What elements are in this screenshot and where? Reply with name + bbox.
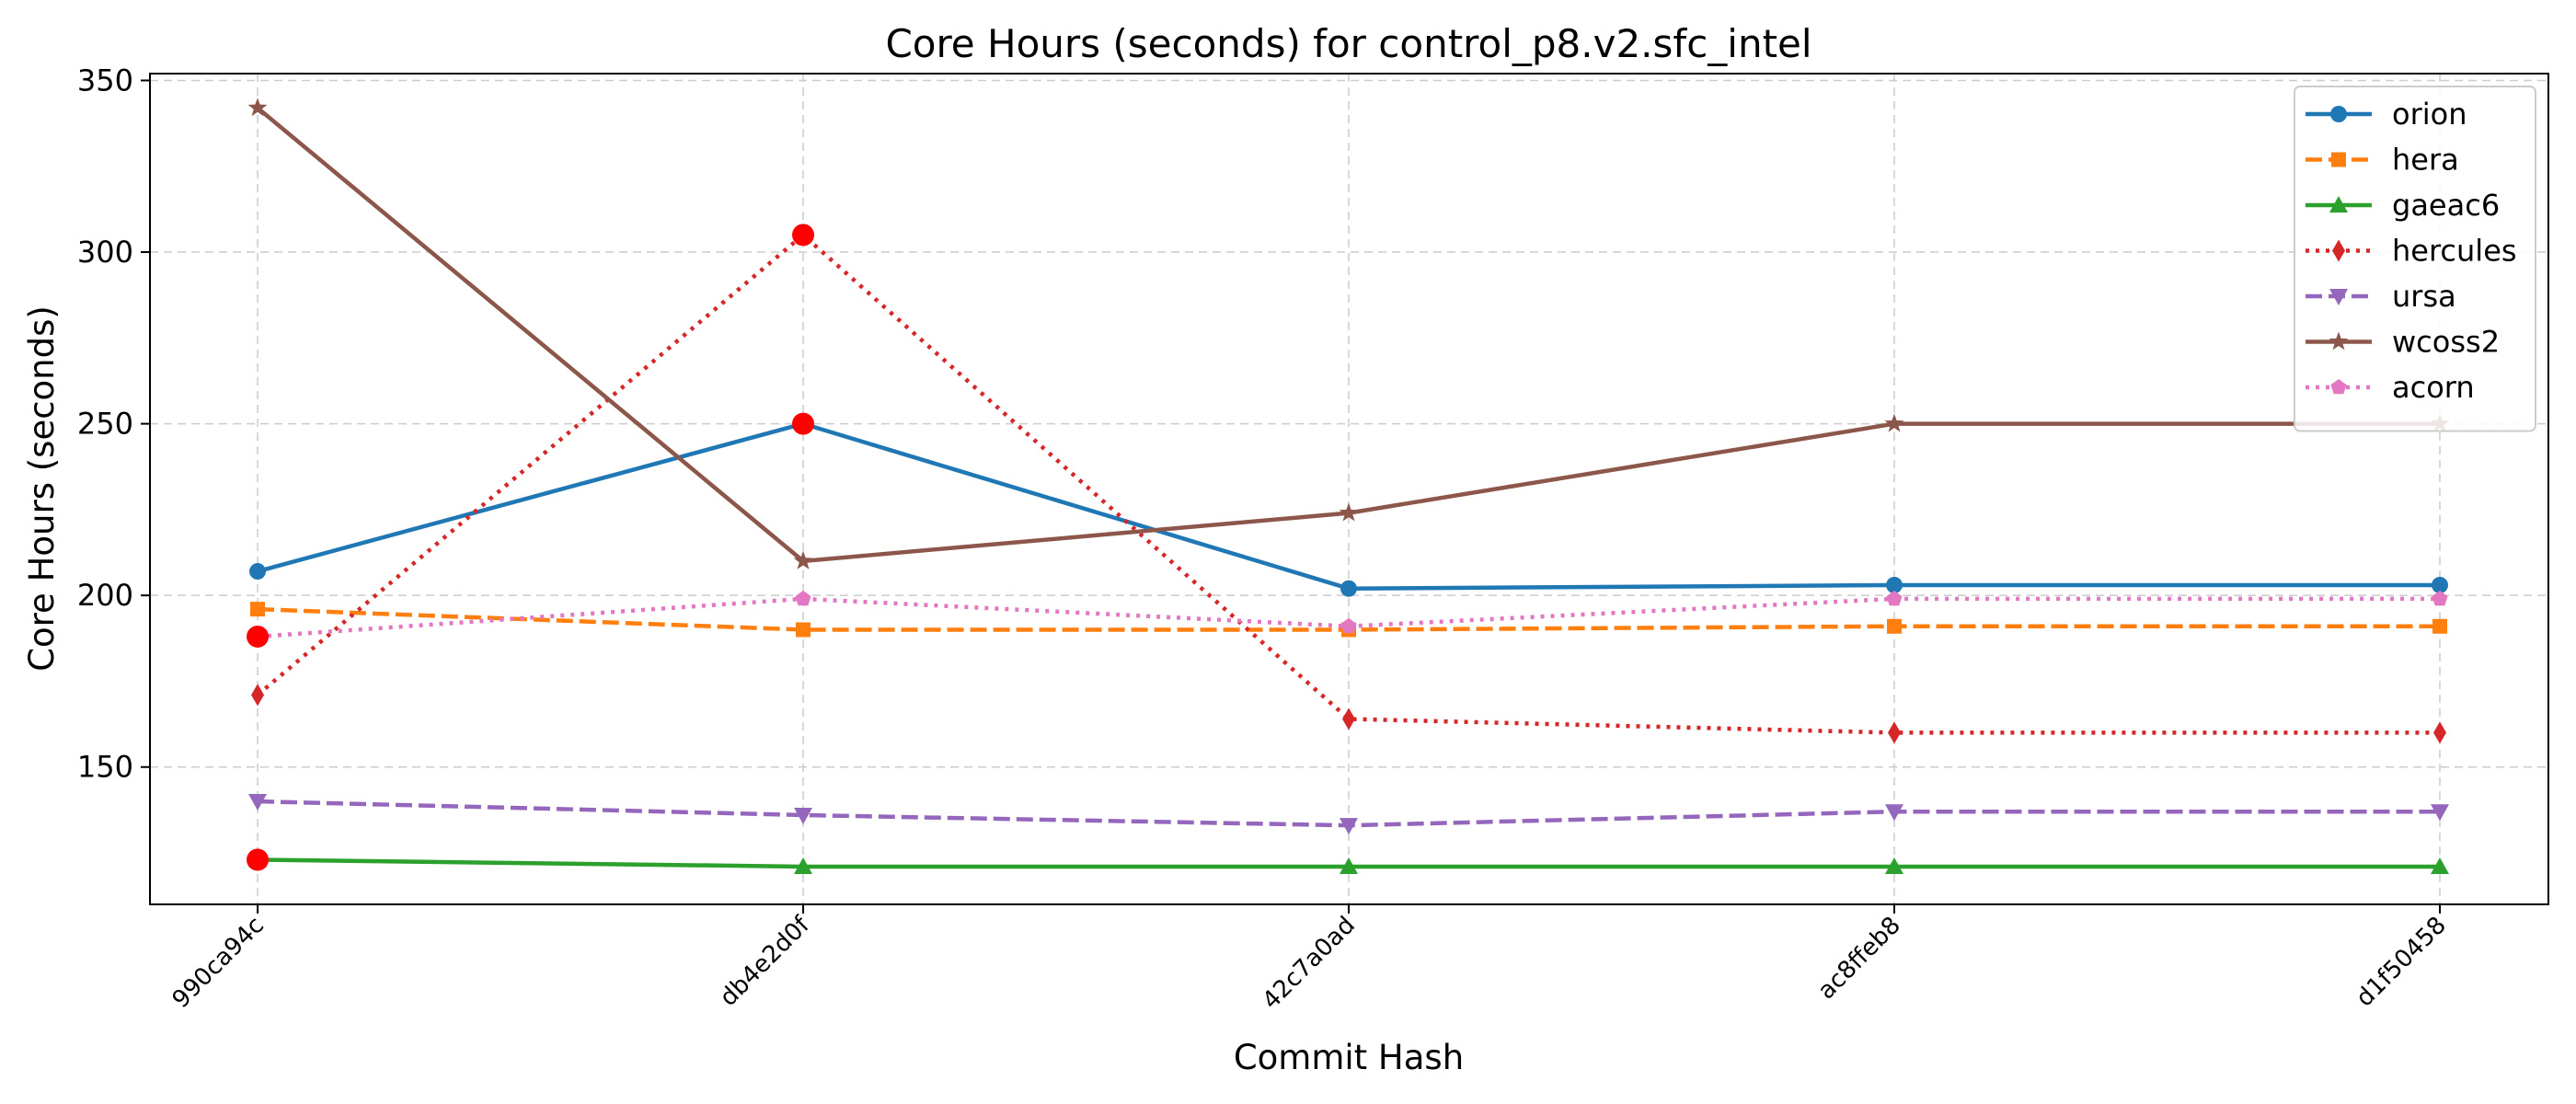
legend-label-ursa: ursa bbox=[2392, 279, 2456, 314]
data-point-acorn bbox=[1886, 590, 1903, 606]
highlight-point bbox=[247, 625, 269, 648]
y-tick-label: 150 bbox=[77, 750, 133, 785]
legend-item-hercules: hercules bbox=[2306, 234, 2517, 269]
data-point-acorn bbox=[1340, 617, 1357, 634]
data-point-acorn bbox=[2432, 590, 2448, 606]
legend-marker-orion bbox=[2330, 106, 2347, 122]
legend-item-ursa: ursa bbox=[2306, 279, 2456, 314]
data-point-ursa bbox=[1340, 818, 1358, 835]
data-point-orion bbox=[1340, 580, 1357, 597]
highlight-point bbox=[247, 848, 269, 871]
legend-item-orion: orion bbox=[2306, 97, 2467, 132]
legend-box bbox=[2294, 86, 2536, 432]
series-line-hercules bbox=[256, 233, 2440, 735]
data-point-hercules bbox=[1888, 721, 1901, 744]
legend-item-acorn: acorn bbox=[2306, 370, 2475, 405]
data-point-orion bbox=[249, 563, 266, 581]
legend-label-orion: orion bbox=[2392, 97, 2467, 132]
data-point-orion bbox=[1886, 576, 1903, 593]
series-orion bbox=[249, 415, 2448, 597]
data-point-gaeac6 bbox=[1885, 857, 1903, 874]
legend-label-hera: hera bbox=[2392, 143, 2459, 178]
data-point-hercules bbox=[2433, 721, 2446, 744]
data-point-hera bbox=[250, 602, 265, 617]
highlight-layer bbox=[247, 224, 814, 871]
data-point-hera bbox=[1887, 618, 1902, 634]
data-point-hercules bbox=[1342, 707, 1355, 730]
data-point-gaeac6 bbox=[794, 857, 812, 874]
data-point-ursa bbox=[248, 794, 267, 811]
legend-marker-hercules bbox=[2332, 239, 2345, 262]
legend-item-hera: hera bbox=[2306, 143, 2459, 178]
legend-marker-hera bbox=[2331, 152, 2346, 167]
y-tick-label: 300 bbox=[77, 235, 133, 270]
series-layer bbox=[247, 98, 2450, 874]
data-point-ursa bbox=[2431, 804, 2449, 822]
y-tick-label: 250 bbox=[77, 407, 133, 442]
legend-label-acorn: acorn bbox=[2392, 370, 2475, 405]
data-point-hera bbox=[2432, 618, 2447, 634]
series-ursa bbox=[248, 794, 2449, 835]
data-point-gaeac6 bbox=[2431, 857, 2449, 874]
data-point-wcoss2 bbox=[1884, 413, 1904, 432]
legend-label-wcoss2: wcoss2 bbox=[2392, 325, 2500, 360]
data-point-hera bbox=[796, 622, 811, 638]
highlight-point bbox=[792, 224, 814, 247]
legend-item-wcoss2: wcoss2 bbox=[2306, 325, 2500, 360]
legend-item-gaeac6: gaeac6 bbox=[2306, 188, 2500, 223]
legend-label-hercules: hercules bbox=[2392, 234, 2517, 269]
data-point-wcoss2 bbox=[1339, 502, 1359, 522]
legend-marker-ursa bbox=[2329, 289, 2348, 305]
y-tick-label: 200 bbox=[77, 578, 133, 613]
y-tick-label: 350 bbox=[77, 63, 133, 98]
legend-marker-gaeac6 bbox=[2329, 196, 2348, 213]
data-point-orion bbox=[2432, 576, 2448, 593]
y-axis-label: Core Hours (seconds) bbox=[22, 305, 62, 672]
highlight-point bbox=[792, 412, 814, 435]
chart-title: Core Hours (seconds) for control_p8.v2.s… bbox=[885, 21, 1811, 66]
data-point-wcoss2 bbox=[793, 550, 813, 569]
data-point-wcoss2 bbox=[247, 98, 268, 117]
legend-label-gaeac6: gaeac6 bbox=[2392, 188, 2500, 223]
data-point-gaeac6 bbox=[1340, 857, 1358, 874]
x-axis-label: Commit Hash bbox=[1234, 1038, 1464, 1077]
data-point-ursa bbox=[794, 807, 812, 824]
legend-marker-acorn bbox=[2330, 379, 2347, 395]
legend-marker-wcoss2 bbox=[2329, 331, 2349, 351]
data-point-hercules bbox=[251, 684, 264, 707]
data-point-acorn bbox=[795, 590, 811, 606]
data-point-ursa bbox=[1885, 804, 1903, 822]
legend: orion hera gaeac6 hercules ursa wcoss2 acorn bbox=[2294, 86, 2536, 432]
